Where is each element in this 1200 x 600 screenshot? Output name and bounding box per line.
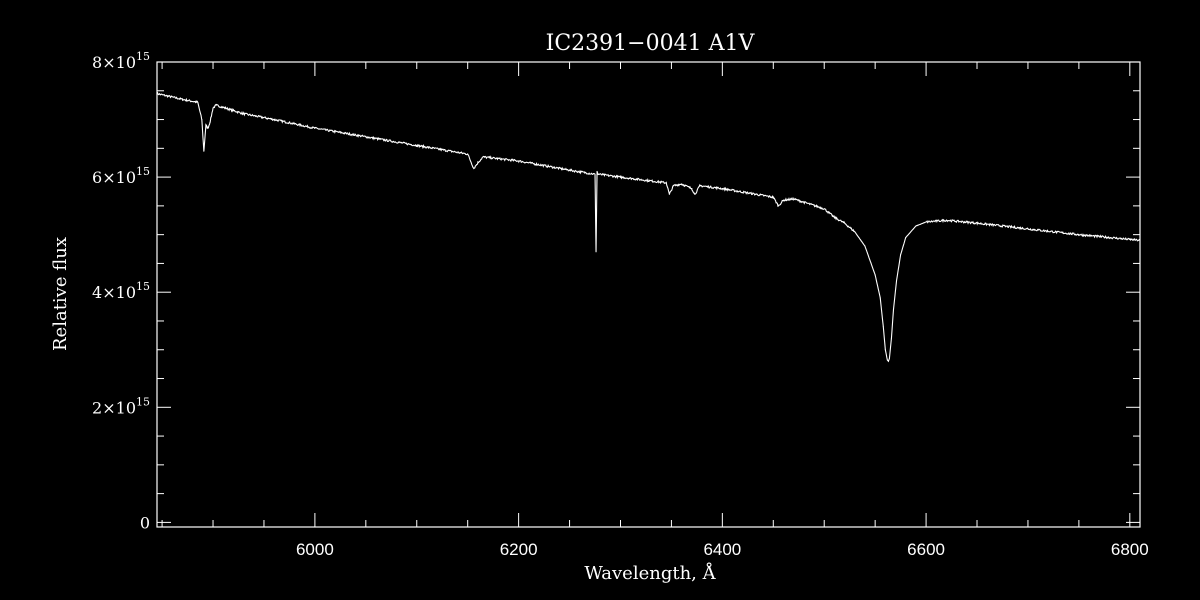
spectrum-point [864,245,866,247]
spectrum-point [879,297,881,299]
spectrum-point [887,360,889,362]
spectrum-point [518,160,520,162]
spectrum-point [888,357,890,359]
spectrum-point [569,169,571,171]
series-layer [156,91,1141,363]
spectrum-point [215,104,217,106]
spectrum-point [1078,234,1080,236]
x-axis-label: Wavelength, Å [584,562,716,584]
spectrum-point [595,251,597,253]
spectrum-point [793,198,795,200]
spectrum-line [156,91,1141,363]
y-tick-label: 4×1015 [92,280,150,302]
spectrum-point [467,153,469,155]
spectrum-point [205,124,207,126]
spectrum-point [668,193,670,195]
spectrum-point [619,176,621,178]
spectrum-point [243,113,245,115]
spectrum-point [201,119,203,121]
spectrum-point [945,219,947,221]
y-tick-label: 6×1015 [92,165,150,187]
x-tick-label: 6800 [1111,540,1149,559]
minor-ticks [157,62,1140,527]
spectrum-point [665,182,667,184]
spectrum-point [884,349,886,351]
spectrum-point [596,170,598,172]
x-tick-label: 6000 [296,540,334,559]
x-tick-label: 6200 [500,540,538,559]
chart-title: IC2391−0041 A1V [546,31,756,56]
spectrum-point [782,199,784,201]
spectrum-point [823,208,825,210]
spectrum-point [892,308,894,310]
spectrum-point [273,119,275,121]
spectrum-point [896,280,898,282]
spectrum-point [699,185,701,187]
spectrum-point [482,156,484,158]
spectrum-point [900,254,902,256]
spectrum-point [181,98,183,100]
spectrum-point [721,188,723,190]
y-tick-exponent: 15 [136,395,150,408]
y-tick-exponent: 15 [136,280,150,293]
spectrum-point [925,221,927,223]
y-tick-label: 2×1015 [92,395,150,417]
spectrum-point [209,121,211,123]
spectrum-point [854,231,856,233]
spectrum-point [905,237,907,239]
spectrum-point [874,274,876,276]
spectrum-point [416,144,418,146]
y-tick-mantissa: 2×10 [92,398,136,417]
spectrum-point [772,196,774,198]
y-tick-exponent: 15 [136,165,150,178]
y-tick-mantissa: 4×10 [92,283,136,302]
spectrum-point [212,107,214,109]
spectrum-point [314,127,316,129]
spectrum-point [365,136,367,138]
x-tick-label: 6600 [907,540,945,559]
spectrum-point [1027,228,1029,230]
spectrum-point [844,222,846,224]
spectrum-point [691,188,693,190]
spectrum-point [886,359,888,361]
y-tick-mantissa: 8×10 [92,53,136,72]
spectrum-point [207,127,209,129]
spectrum-point [681,183,683,185]
x-tick-labels: 6000 6200 6400 6600 6800 [296,540,1149,559]
spectrum-point [203,150,205,152]
y-tick-exponent: 15 [136,50,150,63]
spectrum-point [672,185,674,187]
y-axis-label: Relative flux [50,237,71,351]
y-tick-mantissa: 0 [140,513,150,532]
spectrum-point [833,216,835,218]
spectrum-point [477,162,479,164]
spectrum-point [882,326,884,328]
spectrum-point [976,222,978,224]
spectrum-point [777,205,779,207]
y-tick-mantissa: 6×10 [92,168,136,187]
y-tick-label: 0 [140,513,150,532]
spectrum-point [594,173,596,175]
spectrum-point [890,337,892,339]
spectrum-point [915,225,917,227]
spectrum-point [597,173,599,175]
y-tick-label: 8×1015 [92,50,150,72]
spectrum-point [197,101,199,103]
major-ticks [157,61,1140,527]
plot-frame [156,61,1141,528]
x-tick-label: 6400 [703,540,741,559]
spectrum-point [473,167,475,169]
spectrum-point [694,193,696,195]
